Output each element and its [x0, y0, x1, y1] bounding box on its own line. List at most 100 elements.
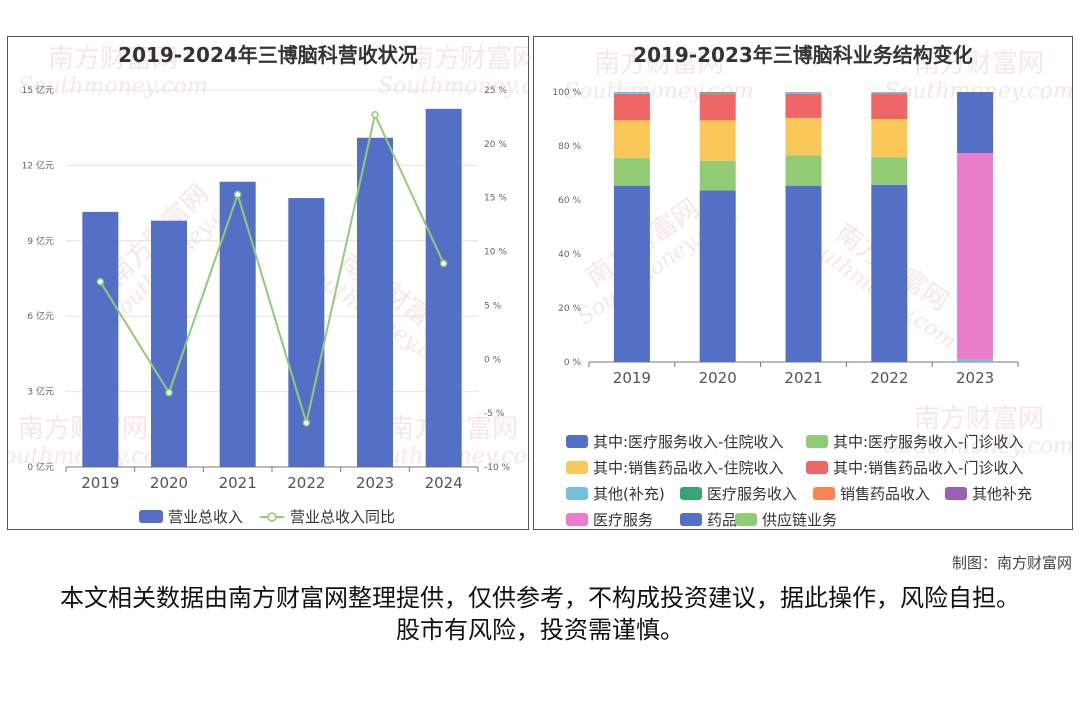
y-left-tick-label: 15 亿元: [22, 84, 54, 96]
x-tick-label: 2024: [425, 474, 463, 492]
y-left-tick-label: 6 亿元: [27, 310, 54, 322]
legend-swatch: [680, 513, 702, 526]
y-tick-label: 40 %: [558, 250, 581, 260]
legend-label: 其中:医疗服务收入-门诊收入: [833, 433, 1023, 451]
x-tick-label: 2021: [219, 474, 257, 492]
legend-swatch: [566, 461, 588, 474]
yoy-growth-point: [371, 111, 379, 119]
legend-label: 其中:销售药品收入-门诊收入: [833, 459, 1023, 477]
legend-label: 其他(补充): [593, 485, 665, 503]
structure-chart-panel: 南方财富网Southmoney.com南方财富网Southmoney.com南方…: [533, 36, 1074, 530]
stacked-bar-segment: [699, 190, 736, 362]
y-left-tick-label: 3 亿元: [27, 386, 54, 398]
x-tick-label: 2021: [784, 369, 822, 387]
revenue-chart-title: 2019-2024年三博脑科营收状况: [118, 43, 418, 67]
revenue-chart-svg: 南方财富网Southmoney.com南方财富网Southmoney.com南方…: [8, 44, 530, 526]
legend-label: 药品: [707, 511, 737, 529]
yoy-growth-point: [165, 388, 173, 397]
stacked-bar-segment: [785, 93, 822, 118]
stacked-bar-segment: [957, 153, 994, 360]
watermark-cn: 南方财富网: [408, 44, 530, 74]
structure-chart-title: 2019-2023年三博脑科业务结构变化: [633, 43, 973, 67]
stacked-bar-segment: [957, 359, 994, 362]
y-right-tick-label: 15 %: [484, 194, 507, 204]
watermark-cn: 南方财富网: [48, 44, 178, 74]
y-right-tick-label: 10 %: [484, 248, 507, 258]
stacked-bar-segment: [871, 92, 908, 94]
x-tick-label: 2019: [613, 369, 651, 387]
stacked-bar-segment: [785, 155, 822, 186]
revenue-bar: [219, 181, 256, 467]
y-right-tick-label: 20 %: [484, 140, 507, 150]
x-tick-label: 2020: [699, 369, 737, 387]
y-tick-label: 60 %: [558, 196, 581, 206]
stacked-bar-segment: [613, 185, 650, 362]
legend-swatch: [813, 487, 835, 500]
yoy-growth-point: [302, 419, 311, 427]
watermark-en: Southmoney.com: [884, 434, 1074, 459]
legend-label: 医疗服务收入: [707, 485, 797, 503]
x-tick-label: 2022: [870, 369, 908, 387]
y-tick-label: 0 %: [564, 358, 582, 368]
x-tick-label: 2022: [287, 474, 325, 492]
y-right-tick-label: 0 %: [484, 355, 502, 365]
legend-swatch: [566, 435, 588, 448]
yoy-growth-point: [96, 277, 105, 286]
legend-label: 其他补充: [972, 485, 1032, 503]
revenue-bar: [425, 108, 462, 467]
legend-swatch: [680, 487, 702, 500]
x-tick-label: 2019: [81, 474, 119, 492]
revenue-bar: [82, 211, 119, 467]
y-tick-label: 80 %: [558, 142, 581, 152]
y-tick-label: 20 %: [558, 304, 581, 314]
legend-label: 供应链业务: [762, 511, 837, 529]
legend-label-revenue: 营业总收入: [168, 508, 243, 526]
y-right-tick-label: -10 %: [484, 463, 511, 473]
stacked-bar-segment: [785, 92, 822, 94]
y-tick-label: 100 %: [552, 88, 581, 98]
stacked-bar-segment: [699, 92, 736, 94]
legend-swatch: [806, 435, 828, 448]
watermark-cn: 南方财富网: [914, 404, 1044, 434]
stacked-bar-segment: [785, 117, 822, 156]
stacked-bar-segment: [699, 92, 736, 93]
revenue-bar: [151, 220, 187, 467]
watermark-cn: 南方财富网: [594, 49, 724, 79]
legend-label: 医疗服务: [593, 511, 653, 529]
y-right-tick-label: -5 %: [484, 409, 505, 419]
y-left-tick-label: 12 亿元: [22, 159, 54, 171]
yoy-growth-point: [233, 190, 242, 199]
chart-source: 制图：南方财富网: [951, 554, 1072, 572]
legend-label: 销售药品收入: [840, 485, 930, 503]
legend-swatch-revenue: [139, 510, 163, 523]
stacked-bar-segment: [871, 93, 908, 119]
stacked-bar-segment: [785, 185, 822, 362]
revenue-bar: [357, 137, 393, 467]
watermark-cn: 南方财富网: [914, 49, 1044, 79]
legend-label: 其中:销售药品收入-住院收入: [593, 459, 783, 477]
watermark-en: Southmoney.com: [18, 74, 208, 99]
revenue-bar: [288, 198, 325, 467]
x-tick-label: 2020: [150, 474, 188, 492]
revenue-chart-panel: 南方财富网Southmoney.com南方财富网Southmoney.com南方…: [7, 36, 530, 530]
legend-swatch: [735, 513, 757, 526]
stacked-bar-segment: [871, 157, 908, 185]
stacked-bar-segment: [699, 93, 736, 121]
legend-swatch: [945, 487, 967, 500]
x-tick-label: 2023: [356, 474, 394, 492]
stacked-bar-segment: [699, 120, 736, 161]
disclaimer-text: 本文相关数据由南方财富网整理提供，仅供参考，不构成投资建议，据此操作，风险自担。…: [60, 584, 1020, 644]
watermark-en: Southmoney.com: [378, 74, 530, 99]
yoy-growth-point: [439, 259, 448, 268]
y-left-tick-label: 0 亿元: [27, 461, 54, 473]
legend-swatch: [566, 487, 588, 500]
legend-label: 其中:医疗服务收入-住院收入: [593, 433, 783, 451]
legend-swatch-yoy-point: [267, 512, 277, 522]
yoy-growth-line: [99, 111, 445, 427]
y-left-tick-label: 9 亿元: [27, 235, 54, 247]
stacked-bar-segment: [613, 120, 650, 159]
y-right-tick-label: 5 %: [484, 301, 502, 311]
structure-chart-svg: 南方财富网Southmoney.com南方财富网Southmoney.com南方…: [552, 49, 1074, 529]
stacked-bar-segment: [957, 92, 994, 154]
stacked-bar-segment: [871, 184, 908, 362]
